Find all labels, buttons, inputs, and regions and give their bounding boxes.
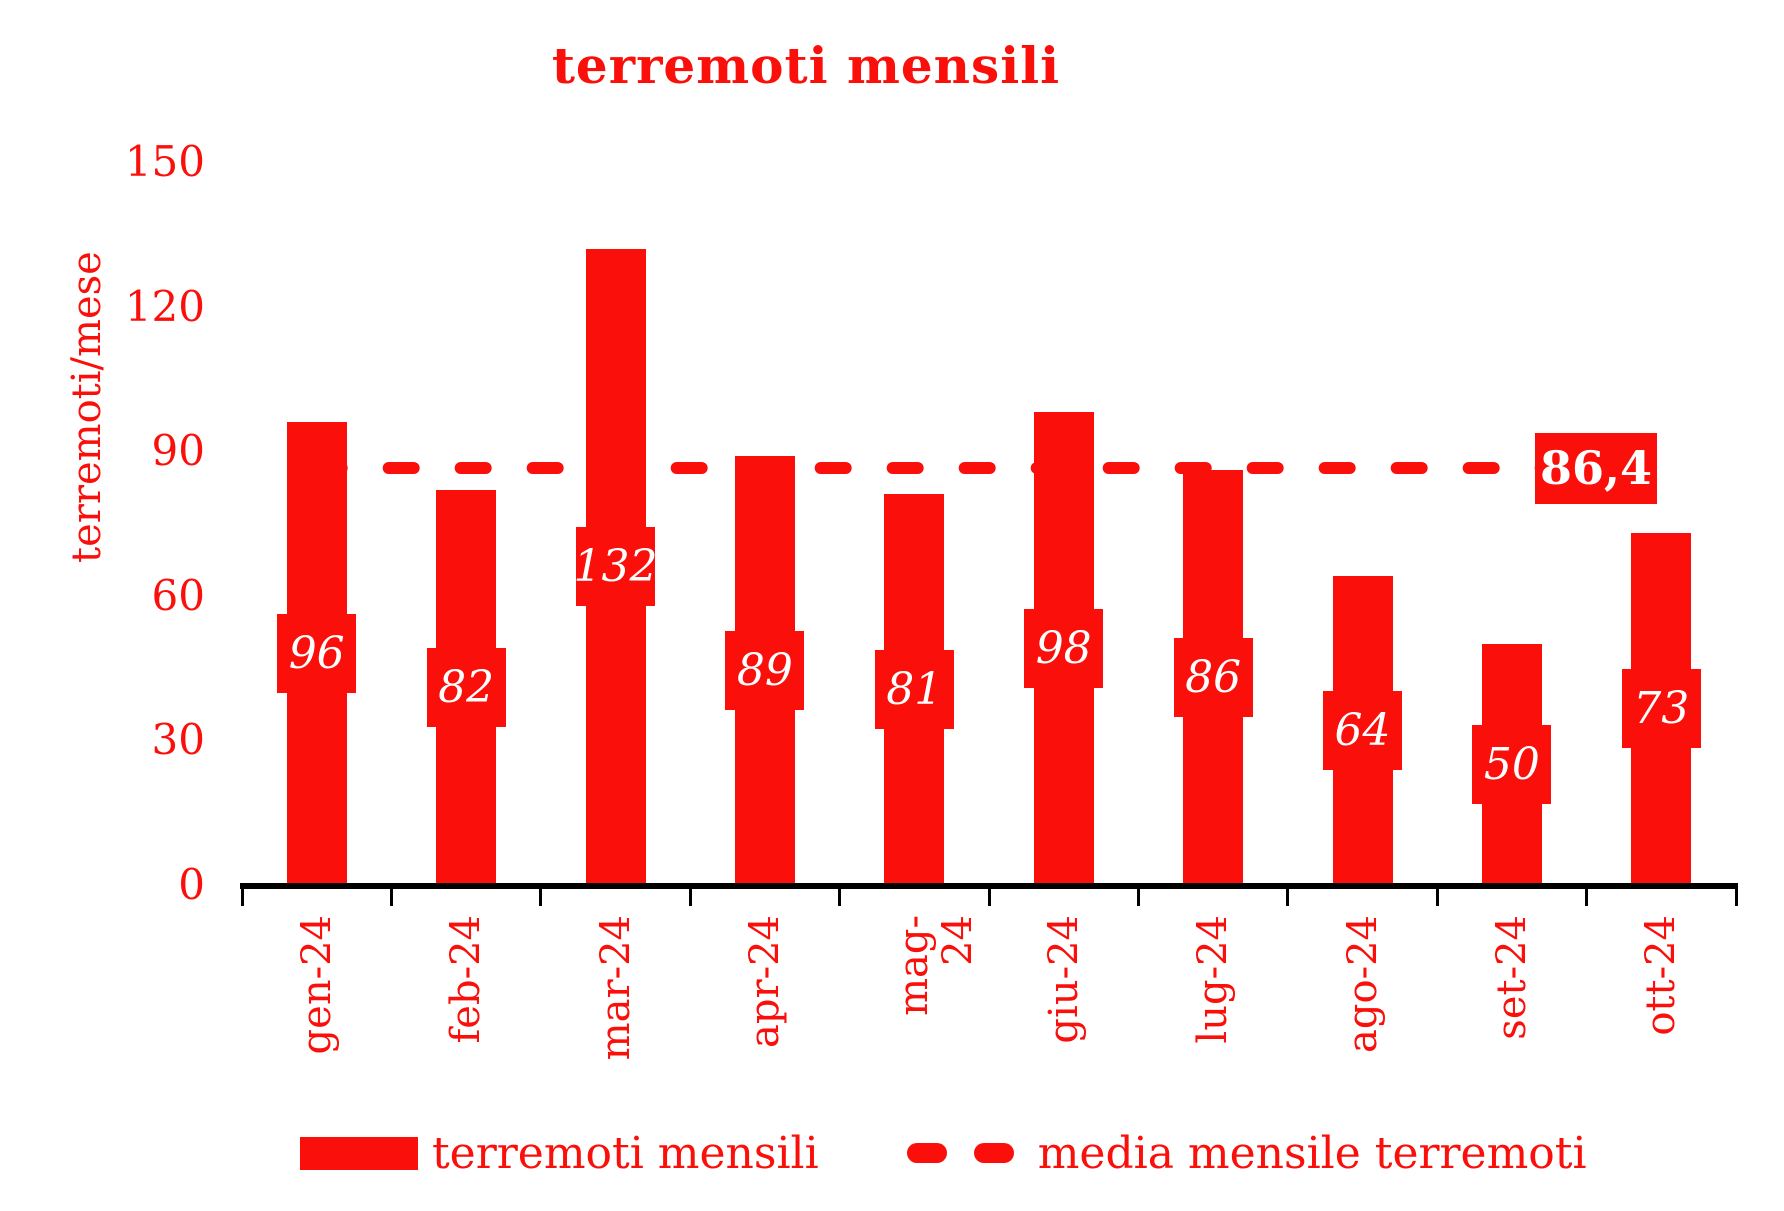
x-category-label: giu-24 [1040,915,1087,1044]
x-category-label: gen-24 [293,915,340,1055]
y-tick-label: 0 [178,859,205,909]
x-category-label: lug-24 [1190,915,1237,1044]
y-tick-label: 120 [124,281,205,331]
x-tick [1734,889,1738,906]
legend-bars-label: terremoti mensili [432,1127,819,1179]
x-tick [1435,889,1439,906]
bar-value-label: 81 [874,649,954,729]
legend-bar-swatch [300,1136,418,1170]
x-tick [688,889,692,906]
x-tick [539,889,543,906]
y-tick-label: 60 [151,570,205,620]
x-category-label: set-24 [1488,915,1535,1040]
legend-dash-icon [973,1143,1014,1163]
mean-value-label: 86,4 [1535,432,1657,504]
chart-title: terremoti mensili [551,36,1061,95]
x-tick [987,889,991,906]
x-category-label: feb-24 [443,915,490,1044]
bar-value-label: 73 [1621,669,1701,749]
x-tick [240,889,244,906]
x-tick [1286,889,1290,906]
bar-value-label: 64 [1323,690,1402,770]
legend-dash-icon [906,1143,947,1163]
bar-value-label: 86 [1173,637,1253,717]
legend-mean-label: media mensile terremoti [1037,1127,1587,1179]
x-category-label: mag-24 [891,915,982,1016]
y-tick-label: 90 [151,426,205,475]
x-category-label: apr-24 [741,915,788,1048]
x-tick [1585,889,1589,906]
y-tick-label: 30 [151,715,205,764]
bar-value-label: 132 [574,527,658,607]
x-tick [838,889,842,906]
x-category-label: ago-24 [1339,915,1386,1053]
bar-value-label: 50 [1472,724,1552,804]
x-tick [1136,889,1140,906]
legend-dash-sample-icon [906,1143,1014,1163]
y-tick-label: 150 [124,137,205,186]
bar-value-label: 82 [426,647,506,727]
x-category-label: mar-24 [592,915,639,1061]
x-category-label: ott-24 [1638,915,1685,1036]
x-tick [389,889,393,906]
bar-value-label: 96 [277,613,357,693]
x-axis-line [240,883,1738,889]
legend: terremoti mensili media mensile terremot… [300,1122,1587,1184]
mean-value-text: 86,4 [1539,441,1653,495]
bar-value-label: 89 [725,630,805,710]
bar-value-label: 98 [1024,608,1104,688]
